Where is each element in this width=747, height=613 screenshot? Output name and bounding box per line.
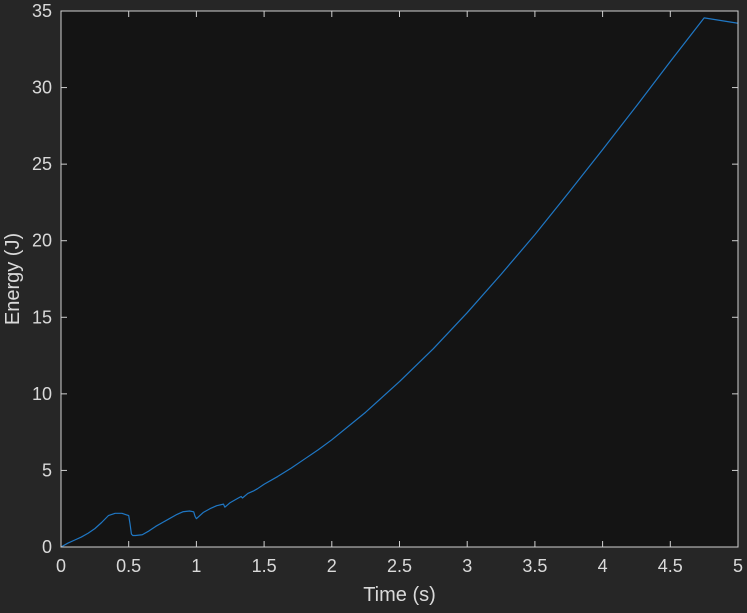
x-axis-label: Time (s): [363, 584, 436, 606]
y-tick-label: 30: [32, 78, 52, 98]
y-tick-label: 10: [32, 384, 52, 404]
x-tick-label: 5: [733, 556, 743, 576]
x-tick-label: 2.5: [387, 556, 412, 576]
y-tick-label: 35: [32, 1, 52, 21]
plot-border: [60, 10, 739, 548]
x-tick-label: 4: [598, 556, 608, 576]
y-tick-label: 25: [32, 154, 52, 174]
x-tick-label: 0: [56, 556, 66, 576]
x-tick-label: 2: [327, 556, 337, 576]
x-tick-label: 0.5: [116, 556, 141, 576]
plot-area: [61, 11, 738, 547]
y-tick-label: 5: [42, 460, 52, 480]
y-axis-tick-labels: 0 5 10 15 20 25 30 35: [32, 1, 52, 557]
y-axis-label: Energy (J): [2, 233, 24, 325]
x-tick-label: 3.5: [522, 556, 547, 576]
x-tick-label: 1: [191, 556, 201, 576]
x-axis-tick-labels: 0 0.5 1 1.5 2 2.5 3 3.5 4 4.5 5: [56, 556, 743, 576]
y-tick-label: 15: [32, 307, 52, 327]
y-tick-label: 0: [42, 537, 52, 557]
x-tick-label: 3: [462, 556, 472, 576]
x-tick-label: 1.5: [252, 556, 277, 576]
energy-series-line: [60, 17, 739, 548]
y-tick-label: 20: [32, 231, 52, 251]
x-tick-label: 4.5: [658, 556, 683, 576]
